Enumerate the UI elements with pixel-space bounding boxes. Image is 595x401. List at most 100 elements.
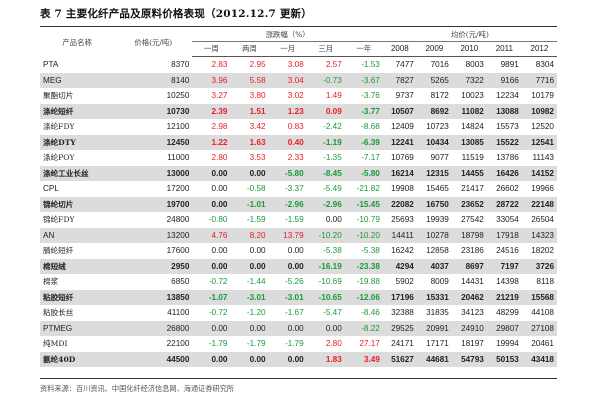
year-header: 2009 xyxy=(416,41,452,57)
change-cell: -10.65 xyxy=(306,289,345,305)
top-rule xyxy=(40,26,557,27)
change-cell: -8.46 xyxy=(361,308,380,317)
year-avg-cell: 7716 xyxy=(521,72,557,88)
year-avg-cell: 23652 xyxy=(451,196,487,212)
price-cell: 2950 xyxy=(114,258,193,274)
change-cell: -7.17 xyxy=(361,153,380,162)
year-avg-cell: 9077 xyxy=(430,153,449,162)
year-avg-cell: 4294 xyxy=(382,258,417,274)
change-cell: 2.80 xyxy=(325,339,342,348)
price-cell: 11000 xyxy=(167,153,190,162)
table-row: 涤纶POY 11000 2.80 3.53 2.33 -1.35 -7.17 10769 907… xyxy=(40,150,557,166)
year-avg-cell: 48299 xyxy=(496,308,519,317)
change-cell: 4.76 xyxy=(192,227,231,243)
change-cell: -23.38 xyxy=(344,258,383,274)
year-avg-cell: 11519 xyxy=(461,153,484,162)
year-avg-cell: 16242 xyxy=(391,246,414,255)
change-cell: 0.83 xyxy=(287,122,304,131)
change-cell: 1.63 xyxy=(230,134,269,150)
change-cell: -1.35 xyxy=(323,153,342,162)
change-cell: 0.00 xyxy=(230,351,269,367)
product-name-cell: CPL xyxy=(43,184,59,193)
change-cell: -3.77 xyxy=(344,103,383,119)
product-name-cell: 聚酯切片 xyxy=(43,91,74,100)
table-row: 氨纶40D 44500 0.00 0.00 0.00 1.83 3.49 51627 44681… xyxy=(40,351,557,367)
table-row: 粘胶短纤 13850 -1.07 -3.01 -3.01 -10.65 -12.06 1719… xyxy=(40,289,557,305)
source-note: 资料来源：百川资讯、中国化纤经济信息网、海通证券研究所 xyxy=(40,384,235,393)
product-name-cell: PTA xyxy=(43,59,59,69)
period-header: 一周 xyxy=(192,41,231,57)
change-cell: -3.37 xyxy=(285,184,304,193)
product-name-cell: AN xyxy=(40,227,115,243)
year-avg-cell: 19994 xyxy=(496,339,519,348)
year-avg-cell: 15522 xyxy=(486,134,522,150)
change-cell: -3.67 xyxy=(344,72,383,88)
year-avg-cell: 8697 xyxy=(451,258,487,274)
period-header: 三月 xyxy=(306,41,345,57)
product-name-cell: 腈纶短纤 xyxy=(43,246,74,255)
year-header: 2010 xyxy=(451,41,487,57)
product-name-cell: 粘胶长丝 xyxy=(43,308,74,317)
year-avg-cell: 22148 xyxy=(521,196,557,212)
change-group-header: 涨跌幅（%） xyxy=(192,28,383,42)
change-cell: 0.00 xyxy=(211,184,228,193)
year-avg-cell: 17196 xyxy=(382,289,417,305)
change-cell: -1.79 xyxy=(246,339,266,348)
year-avg-cell: 26602 xyxy=(496,184,519,193)
year-avg-cell: 12315 xyxy=(416,165,452,181)
year-avg-cell: 8003 xyxy=(465,60,484,69)
price-table: 产品名称 价格(元/吨) 涨跌幅（%） 均价(元/吨) 一周 两周 一月 三月 … xyxy=(40,28,557,367)
year-avg-cell: 19939 xyxy=(426,215,449,224)
table-row: 粘胶长丝 41100 -0.72 -1.20 -1.67 -5.47 -8.46 32388 3… xyxy=(40,305,557,321)
table-row: 腈纶短纤 17600 0.00 0.00 0.00 -5.38 -5.38 16242 1285… xyxy=(40,243,557,259)
change-cell: 0.00 xyxy=(306,320,345,336)
price-cell: 19700 xyxy=(114,196,193,212)
change-cell: -1.44 xyxy=(246,277,266,286)
price-cell: 22100 xyxy=(166,339,190,348)
year-avg-cell: 54793 xyxy=(451,351,487,367)
change-cell: -2.96 xyxy=(268,196,307,212)
product-name-cell: 粘胶短纤 xyxy=(40,289,115,305)
change-cell: 27.17 xyxy=(359,339,380,348)
change-cell: -12.06 xyxy=(344,289,383,305)
year-avg-cell: 8304 xyxy=(535,60,554,69)
year-avg-cell: 32388 xyxy=(391,308,414,317)
change-cell: 3.04 xyxy=(268,72,307,88)
year-avg-cell: 3726 xyxy=(521,258,557,274)
year-avg-cell: 19908 xyxy=(391,184,414,193)
change-cell: 3.08 xyxy=(287,60,304,69)
change-cell: 5.58 xyxy=(230,72,269,88)
table-row: AN 13200 4.76 8.20 13.79 -10.20 -10.20 14411 102… xyxy=(40,227,557,243)
change-cell: -8.22 xyxy=(344,320,383,336)
header-row-groups: 产品名称 价格(元/吨) 涨跌幅（%） 均价(元/吨) xyxy=(40,28,557,47)
year-avg-cell: 28722 xyxy=(486,196,522,212)
year-avg-cell: 7477 xyxy=(395,60,414,69)
year-avg-cell: 44108 xyxy=(531,308,554,317)
change-cell: 2.95 xyxy=(249,60,266,69)
year-avg-cell: 26504 xyxy=(531,215,554,224)
year-header: 2011 xyxy=(486,41,522,57)
table-row: 棉浆 6850 -0.72 -1.44 -5.26 -10.69 -19.88 5902 800… xyxy=(40,274,557,290)
change-cell: 3.49 xyxy=(344,351,383,367)
change-cell: 3.96 xyxy=(192,72,231,88)
product-name-cell: 棉短绒 xyxy=(40,258,115,274)
period-header: 一月 xyxy=(268,41,307,57)
year-avg-cell: 7016 xyxy=(430,60,449,69)
change-cell: 0.00 xyxy=(192,258,231,274)
year-avg-cell: 10769 xyxy=(391,153,414,162)
year-avg-cell: 17171 xyxy=(426,339,449,348)
change-cell: -3.01 xyxy=(268,289,307,305)
year-avg-cell: 14411 xyxy=(382,227,417,243)
price-header: 价格(元/吨) xyxy=(134,37,173,47)
change-cell: -10.20 xyxy=(344,227,383,243)
year-avg-cell: 21417 xyxy=(461,184,484,193)
product-name-cell: 涤纶DTY xyxy=(40,134,115,150)
change-cell: 0.09 xyxy=(306,103,345,119)
change-cell: -1.20 xyxy=(246,308,266,317)
price-cell: 10250 xyxy=(166,91,190,100)
table-row: 聚酯切片 10250 3.27 3.80 3.02 1.49 -3.76 9737 8172 10… xyxy=(40,88,557,104)
change-cell: -0.80 xyxy=(208,215,228,224)
year-avg-cell: 7827 xyxy=(382,72,417,88)
year-avg-cell: 15465 xyxy=(426,184,449,193)
change-cell: -8.45 xyxy=(306,165,345,181)
